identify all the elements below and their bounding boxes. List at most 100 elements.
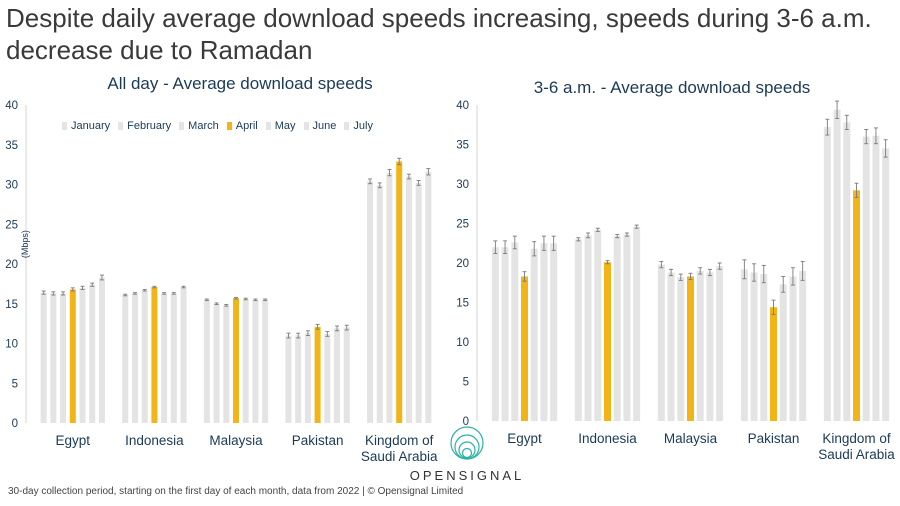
chart-3-6am: 3-6 a.m. - Average download speeds 0 5 10 15… [450, 0, 900, 480]
early-morning-bar-march-1 [594, 229, 602, 421]
all-day-bar-february-4 [376, 185, 383, 423]
legend-label: May [274, 120, 296, 132]
all-day-bar-january-1 [122, 295, 129, 423]
all-day-bar-february-1 [131, 293, 138, 423]
all-day-error-bar [70, 287, 75, 292]
all-day-y-tick-label: 0 [12, 418, 18, 430]
early-morning-bar-january-0 [491, 247, 499, 421]
legend-item-january: January [62, 120, 110, 132]
all-day-error-bar [171, 292, 176, 295]
all-day-error-bar [132, 292, 137, 295]
early-morning-y-tick-label: 5 [463, 377, 469, 389]
early-morning-category-label: Malaysia [664, 431, 718, 446]
all-day-y-tick-label: 20 [5, 259, 18, 271]
all-day-category-label: Indonesia [125, 433, 184, 448]
early-morning-bar-may-2 [696, 270, 704, 421]
all-day-error-bar [224, 304, 229, 307]
all-day-error-bar [377, 182, 382, 189]
logo-text: OPENSIGNAL [409, 468, 525, 483]
all-day-error-bar [61, 291, 66, 296]
all-day-bar-april-2 [233, 298, 239, 423]
early-morning-error-bar [503, 240, 508, 254]
early-morning-y-tick-label: 10 [456, 337, 469, 349]
all-day-bar-february-2 [213, 303, 220, 423]
early-morning-error-bar [595, 227, 600, 232]
all-day-bar-january-3 [285, 335, 292, 423]
early-morning-error-bar [854, 182, 859, 198]
all-day-y-tick-label: 10 [5, 339, 18, 351]
all-day-bar-june-3 [334, 328, 341, 423]
headline: Despite daily average download speeds in… [6, 3, 872, 65]
all-day-error-bar [315, 323, 320, 330]
legend-item-march: March [179, 120, 219, 132]
all-day-error-bar [41, 290, 46, 295]
all-day-error-bar [234, 296, 238, 300]
legend-label: April [235, 120, 258, 132]
early-morning-bar-june-1 [623, 234, 631, 421]
all-day-bar-june-1 [170, 293, 177, 423]
early-morning-bar-june-0 [540, 243, 548, 421]
early-morning-bar-january-1 [574, 239, 582, 421]
early-morning-error-bar [493, 240, 498, 254]
all-day-bar-july-3 [343, 327, 350, 423]
early-morning-bar-january-3 [740, 269, 748, 421]
all-day-bar-july-0 [98, 277, 105, 423]
legend-label: July [353, 120, 373, 132]
early-morning-category-label: Pakistan [748, 431, 800, 446]
legend-swatch [62, 122, 67, 130]
all-day-error-bar [335, 325, 340, 332]
early-morning-bar-march-3 [760, 274, 768, 421]
early-morning-error-bar [586, 232, 591, 239]
legend-item-february: February [118, 120, 171, 132]
early-morning-bar-july-1 [633, 226, 641, 421]
early-morning-error-bar [844, 114, 849, 130]
early-morning-error-bar [669, 268, 674, 277]
all-day-bar-may-1 [161, 293, 168, 423]
legend-swatch [179, 122, 185, 130]
legend-label: March [188, 120, 219, 132]
concentric-circles-icon [450, 426, 484, 460]
early-morning-bar-february-2 [667, 272, 675, 421]
chart-legend: January February March April May June July [62, 120, 373, 132]
legend-swatch [118, 122, 124, 130]
all-day-bar-july-1 [180, 287, 187, 423]
all-day-category-label: Egypt [56, 433, 91, 448]
all-day-bar-july-2 [262, 299, 269, 423]
early-morning-error-bar [512, 235, 517, 250]
all-day-error-bar [426, 168, 431, 176]
early-morning-error-bar [532, 241, 537, 257]
all-day-bar-january-4 [367, 181, 374, 423]
all-day-y-tick-label: 15 [5, 299, 18, 311]
early-morning-error-bar [781, 275, 786, 293]
all-day-bar-march-1 [141, 290, 148, 423]
legend-item-april: April [226, 120, 258, 132]
all-day-y-tick-label: 35 [5, 140, 18, 152]
legend-label: February [127, 120, 172, 132]
early-morning-bar-march-4 [843, 122, 851, 421]
all-day-error-bar [204, 298, 209, 302]
early-morning-error-bar [541, 235, 546, 251]
all-day-bar-april-1 [151, 287, 158, 423]
footnote: 30-day collection period, starting on th… [8, 486, 464, 497]
early-morning-error-bar [634, 224, 639, 229]
early-morning-bar-april-1 [604, 262, 611, 421]
all-day-error-bar [90, 282, 95, 287]
early-morning-y-tick-label: 40 [456, 100, 469, 112]
opensignal-logo: OPENSIGNAL [406, 418, 528, 484]
chart-3-6am-svg: 3-6 a.m. - Average download speeds 0 5 10 15… [456, 78, 895, 462]
early-morning-error-bar [864, 129, 869, 145]
early-morning-y-tick-label: 15 [456, 298, 469, 310]
early-morning-error-bar [717, 262, 722, 270]
early-morning-error-bar [883, 139, 888, 158]
early-morning-bar-february-0 [501, 247, 509, 421]
early-morning-error-bar [688, 272, 693, 281]
all-day-bar-february-0 [50, 293, 57, 423]
all-day-bar-march-3 [304, 333, 311, 423]
early-morning-error-bar [678, 273, 683, 281]
legend-item-may: May [265, 120, 296, 132]
all-day-error-bar [243, 297, 248, 301]
early-morning-bar-march-2 [677, 277, 685, 421]
early-morning-error-bar [605, 260, 610, 265]
all-day-error-bar [286, 332, 291, 339]
early-morning-bar-january-4 [823, 127, 831, 422]
